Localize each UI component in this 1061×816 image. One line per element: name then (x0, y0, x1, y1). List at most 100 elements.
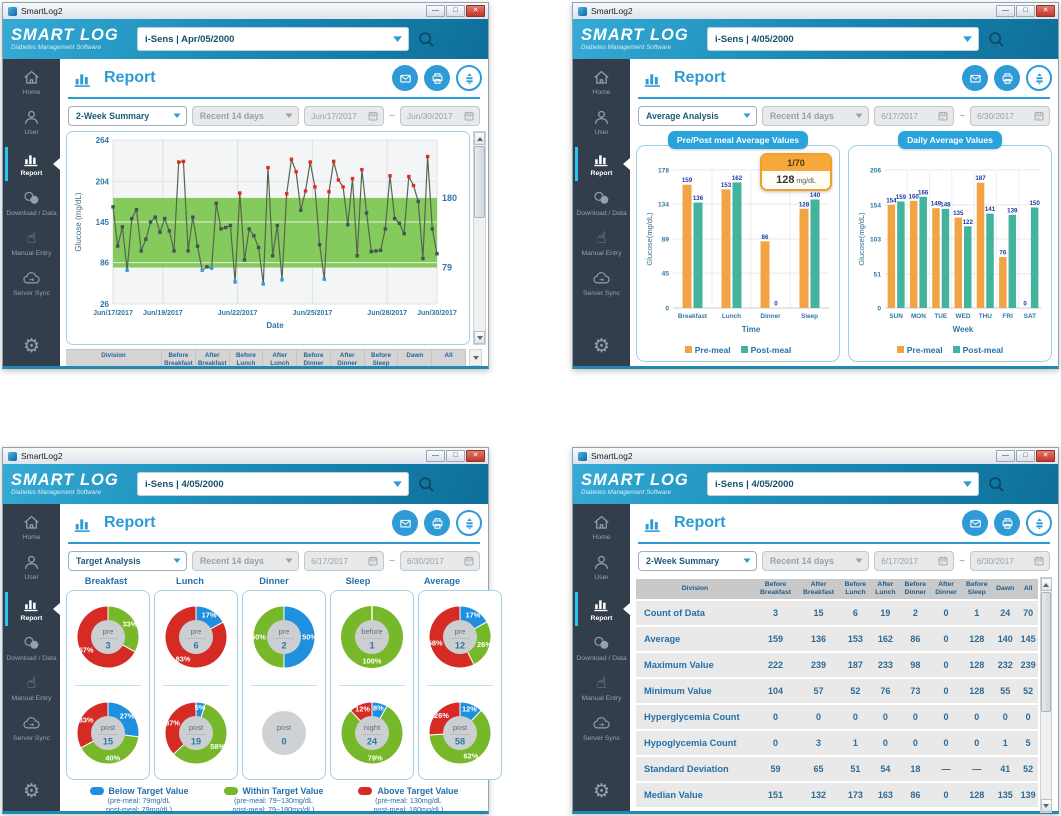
close-button[interactable]: ✕ (1036, 5, 1055, 17)
calendar-icon[interactable] (1033, 110, 1045, 122)
sidebar-item-report[interactable]: Report (3, 146, 60, 182)
sidebar-item-user[interactable]: User (573, 551, 630, 585)
sidebar-item-download-data[interactable]: Download / Data (3, 187, 60, 221)
sidebar-item-manual-entry[interactable]: ☝ Manual Entry (581, 229, 622, 257)
date-range-dropdown[interactable]: Recent 14 days (191, 551, 300, 571)
scroll-up-icon[interactable] (474, 132, 485, 145)
date-to-field[interactable]: 6/30/2017 (969, 106, 1050, 126)
table-scrollbar[interactable] (1040, 577, 1052, 813)
minimize-button[interactable]: — (996, 5, 1015, 17)
report-type-dropdown[interactable]: Target Analysis (68, 551, 187, 571)
sidebar-item-user[interactable]: User (3, 551, 60, 585)
calendar-icon[interactable] (463, 555, 475, 567)
patient-select-combobox[interactable]: i-Sens | 4/05/2000 (707, 27, 979, 51)
sidebar-item-report[interactable]: Report (573, 146, 630, 182)
report-type-dropdown[interactable]: 2-Week Summary (68, 106, 187, 126)
sidebar-item-server-sync[interactable]: Server Sync (573, 712, 630, 746)
window-titlebar[interactable]: SmartLog2 — □ ✕ (3, 3, 488, 19)
tab-daily-average[interactable]: Daily Average Values (898, 131, 1002, 149)
report-type-dropdown[interactable]: 2-Week Summary (638, 551, 757, 571)
scroll-thumb[interactable] (474, 146, 485, 218)
date-from-field[interactable]: 6/17/2017 (874, 551, 955, 571)
sidebar-item-home[interactable]: Home (573, 66, 630, 100)
sidebar-item-user[interactable]: User (573, 106, 630, 140)
sidebar-item-download-data[interactable]: Download / Data (573, 632, 630, 666)
scroll-thumb[interactable] (1041, 592, 1051, 712)
search-icon[interactable] (416, 29, 437, 50)
scroll-down-icon[interactable] (474, 331, 485, 344)
close-button[interactable]: ✕ (1036, 450, 1055, 462)
export-button[interactable] (1026, 65, 1052, 91)
search-icon[interactable] (986, 474, 1007, 495)
print-button[interactable] (424, 510, 450, 536)
date-range-dropdown[interactable]: Recent 14 days (191, 106, 300, 126)
sidebar-item-manual-entry[interactable]: ☝ Manual Entry (581, 674, 622, 702)
report-type-dropdown[interactable]: Average Analysis (638, 106, 757, 126)
chevron-down-icon[interactable] (390, 477, 405, 492)
print-button[interactable] (994, 510, 1020, 536)
window-titlebar[interactable]: SmartLog2 — □ ✕ (573, 3, 1058, 19)
date-from-field[interactable]: Jun/17/2017 (304, 106, 385, 126)
email-button[interactable] (392, 65, 418, 91)
calendar-icon[interactable] (937, 555, 949, 567)
export-button[interactable] (456, 65, 482, 91)
scroll-down-icon[interactable] (469, 349, 482, 366)
sidebar-item-manual-entry[interactable]: ☝ Manual Entry (11, 674, 52, 702)
date-to-field[interactable]: Jun/30/2017 (399, 106, 480, 126)
sidebar-item-home[interactable]: Home (3, 66, 60, 100)
calendar-icon[interactable] (367, 110, 379, 122)
settings-gear-icon[interactable]: ⚙ (22, 336, 41, 357)
date-from-field[interactable]: 6/17/2017 (304, 551, 385, 571)
maximize-button[interactable]: □ (1016, 450, 1035, 462)
sidebar-item-user[interactable]: User (3, 106, 60, 140)
email-button[interactable] (392, 510, 418, 536)
sidebar-item-server-sync[interactable]: Server Sync (3, 712, 60, 746)
date-from-field[interactable]: 6/17/2017 (874, 106, 955, 126)
maximize-button[interactable]: □ (446, 5, 465, 17)
print-button[interactable] (994, 65, 1020, 91)
minimize-button[interactable]: — (426, 5, 445, 17)
date-to-field[interactable]: 6/30/2017 (969, 551, 1050, 571)
calendar-icon[interactable] (367, 555, 379, 567)
sidebar-item-report[interactable]: Report (3, 591, 60, 627)
chevron-down-icon[interactable] (960, 477, 975, 492)
close-button[interactable]: ✕ (466, 450, 485, 462)
sidebar-item-home[interactable]: Home (3, 511, 60, 545)
chevron-down-icon[interactable] (960, 32, 975, 47)
minimize-button[interactable]: — (426, 450, 445, 462)
settings-gear-icon[interactable]: ⚙ (592, 781, 611, 802)
email-button[interactable] (962, 65, 988, 91)
maximize-button[interactable]: □ (1016, 5, 1035, 17)
date-to-field[interactable]: 6/30/2017 (399, 551, 480, 571)
minimize-button[interactable]: — (996, 450, 1015, 462)
patient-select-combobox[interactable]: i-Sens | 4/05/2000 (707, 472, 979, 496)
sidebar-item-report[interactable]: Report (573, 591, 630, 627)
patient-select-combobox[interactable]: i-Sens | 4/05/2000 (137, 472, 409, 496)
calendar-icon[interactable] (463, 110, 475, 122)
close-button[interactable]: ✕ (466, 5, 485, 17)
scroll-down-icon[interactable] (1040, 799, 1052, 812)
sidebar-item-home[interactable]: Home (573, 511, 630, 545)
tab-meal-average[interactable]: Pre/Post meal Average Values (667, 131, 809, 149)
calendar-icon[interactable] (1033, 555, 1045, 567)
sidebar-item-server-sync[interactable]: Server Sync (3, 267, 60, 301)
email-button[interactable] (962, 510, 988, 536)
date-range-dropdown[interactable]: Recent 14 days (761, 551, 870, 571)
export-button[interactable] (456, 510, 482, 536)
search-icon[interactable] (416, 474, 437, 495)
chevron-down-icon[interactable] (390, 32, 405, 47)
sidebar-item-server-sync[interactable]: Server Sync (573, 267, 630, 301)
print-button[interactable] (424, 65, 450, 91)
sidebar-item-download-data[interactable]: Download / Data (3, 632, 60, 666)
window-titlebar[interactable]: SmartLog2 — □ ✕ (573, 448, 1058, 464)
scroll-up-icon[interactable] (1040, 578, 1052, 591)
settings-gear-icon[interactable]: ⚙ (22, 781, 41, 802)
window-titlebar[interactable]: SmartLog2 — □ ✕ (3, 448, 488, 464)
sidebar-item-download-data[interactable]: Download / Data (573, 187, 630, 221)
chart-scrollbar[interactable] (473, 131, 486, 345)
export-button[interactable] (1026, 510, 1052, 536)
date-range-dropdown[interactable]: Recent 14 days (761, 106, 870, 126)
calendar-icon[interactable] (937, 110, 949, 122)
patient-select-combobox[interactable]: i-Sens | Apr/05/2000 (137, 27, 409, 51)
search-icon[interactable] (986, 29, 1007, 50)
